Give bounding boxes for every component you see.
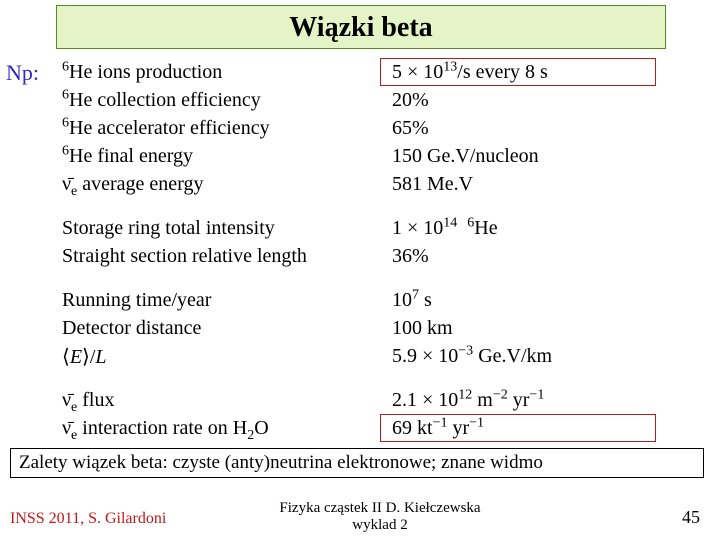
summary-box: Zalety wiązek beta: czyste (anty)neutrin… — [10, 448, 704, 478]
footer-page-number: 45 — [682, 507, 700, 528]
row-label: ν̄e interaction rate on H2O — [56, 417, 386, 440]
table-row: Storage ring total intensity1 × 1014 6He — [56, 214, 656, 242]
row-value: 69 kt−1 yr−1 — [386, 417, 636, 440]
table-row: ⟨E⟩/L5.9 × 10−3 Ge.V/km — [56, 342, 656, 370]
row-label: 6He ions production — [56, 61, 386, 84]
row-label: ⟨E⟩/L — [56, 344, 386, 369]
row-label: 6He accelerator efficiency — [56, 117, 386, 140]
row-label: Straight section relative length — [56, 245, 386, 268]
row-value: 2.1 × 1012 m−2 yr−1 — [386, 389, 636, 412]
row-value: 5 × 1013/s every 8 s — [386, 61, 636, 84]
footer-line2: wyklad 2 — [352, 517, 407, 533]
table-row: 6He collection efficiency20% — [56, 86, 656, 114]
row-value: 36% — [386, 245, 636, 268]
footer-citation: INSS 2011, S. Gilardoni — [10, 510, 166, 528]
table-row: Running time/year107 s — [56, 286, 656, 314]
table-row: 6He ions production5 × 1013/s every 8 s — [56, 58, 656, 86]
title-box: Wiązki beta — [56, 5, 666, 49]
row-label: ν̄e flux — [56, 389, 386, 412]
row-value: 5.9 × 10−3 Ge.V/km — [386, 345, 636, 368]
table-row: Straight section relative length36% — [56, 242, 656, 270]
title-text: Wiązki beta — [289, 12, 432, 43]
np-label: Np: — [6, 60, 39, 86]
citation-text: INSS 2011, S. Gilardoni — [10, 510, 166, 527]
row-label: Running time/year — [56, 289, 386, 312]
table-row: Detector distance100 km — [56, 314, 656, 342]
row-value: 20% — [386, 89, 636, 112]
np-text: Np: — [6, 60, 39, 85]
table-row: ν̄e average energy581 Me.V — [56, 170, 656, 198]
row-label: 6He collection efficiency — [56, 89, 386, 112]
summary-text: Zalety wiązek beta: czyste (anty)neutrin… — [19, 452, 543, 473]
table-row: 6He final energy150 Ge.V/nucleon — [56, 142, 656, 170]
footer-center: Fizyka cząstek II D. Kiełczewska wyklad … — [250, 500, 510, 535]
footer-line1: Fizyka cząstek II D. Kiełczewska — [279, 500, 480, 516]
row-value: 1 × 1014 6He — [386, 217, 636, 240]
row-label: Detector distance — [56, 317, 386, 340]
page-number: 45 — [682, 507, 700, 527]
table-row: ν̄e flux2.1 × 1012 m−2 yr−1 — [56, 386, 656, 414]
row-value: 581 Me.V — [386, 173, 636, 196]
row-label: 6He final energy — [56, 145, 386, 168]
table-row: ν̄e interaction rate on H2O69 kt−1 yr−1 — [56, 414, 656, 442]
row-label: ν̄e average energy — [56, 173, 386, 196]
row-label: Storage ring total intensity — [56, 217, 386, 240]
row-value: 150 Ge.V/nucleon — [386, 145, 636, 168]
row-value: 107 s — [386, 289, 636, 312]
data-table: 6He ions production5 × 1013/s every 8 s6… — [56, 58, 656, 442]
table-row: 6He accelerator efficiency65% — [56, 114, 656, 142]
row-value: 65% — [386, 117, 636, 140]
row-value: 100 km — [386, 317, 636, 340]
